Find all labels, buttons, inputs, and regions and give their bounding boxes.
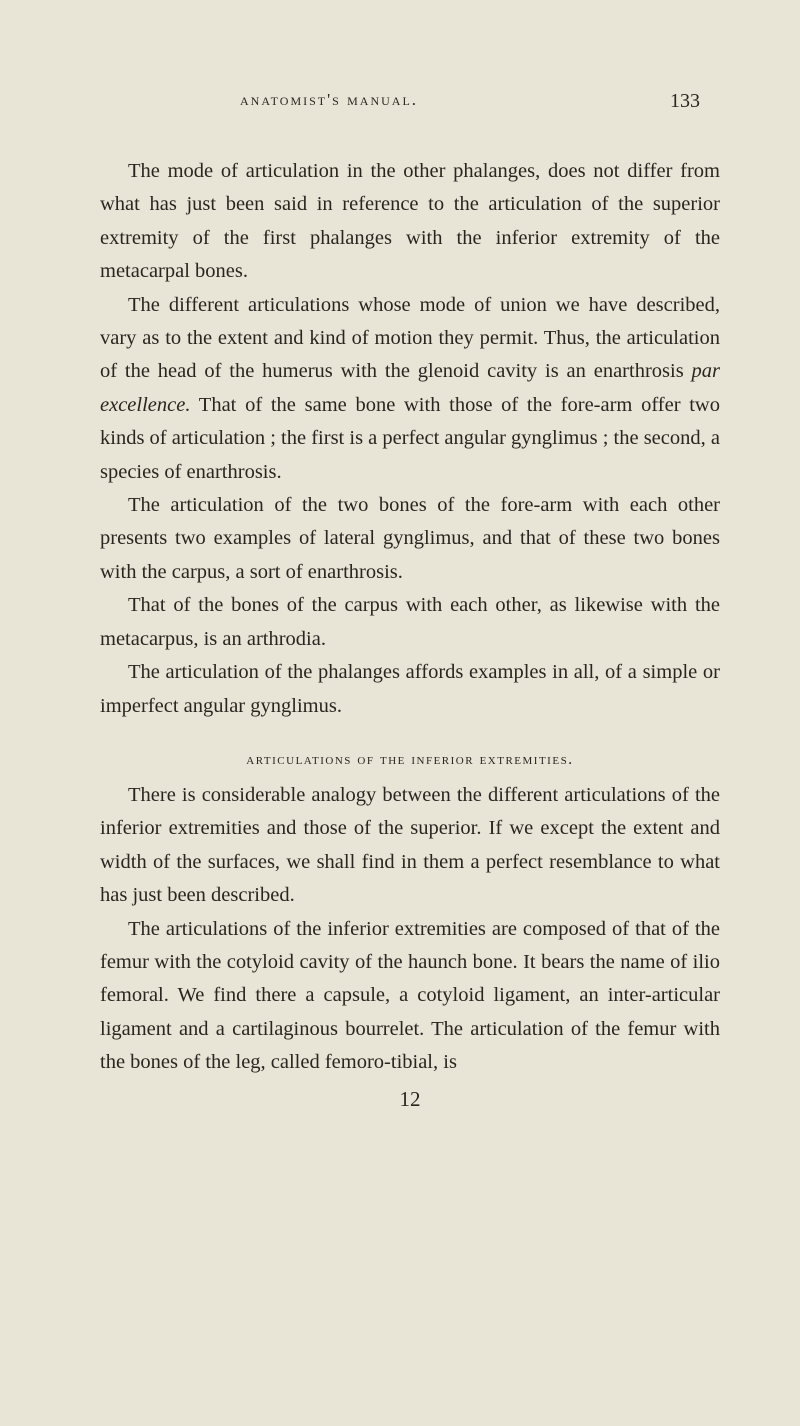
running-title: anatomist's manual.: [240, 90, 418, 113]
paragraph-5: The articulation of the phalanges afford…: [100, 656, 720, 723]
page-header: anatomist's manual. 133: [100, 90, 720, 113]
body-content: The mode of articulation in the other ph…: [100, 155, 720, 1116]
page-number: 133: [670, 90, 700, 113]
p2-text-2: That of the same bone with those of the …: [100, 394, 720, 483]
section-heading: articulations of the inferior extremitie…: [100, 747, 720, 773]
paragraph-3: The articulation of the two bones of the…: [100, 489, 720, 589]
paragraph-6: There is considerable analogy between th…: [100, 779, 720, 913]
footer-page-number: 12: [100, 1082, 720, 1116]
paragraph-4: That of the bones of the carpus with eac…: [100, 589, 720, 656]
paragraph-7: The articulations of the inferior extrem…: [100, 913, 720, 1080]
p2-text-1: The different articulations whose mode o…: [100, 294, 720, 383]
paragraph-2: The different articulations whose mode o…: [100, 289, 720, 489]
paragraph-1: The mode of articulation in the other ph…: [100, 155, 720, 289]
